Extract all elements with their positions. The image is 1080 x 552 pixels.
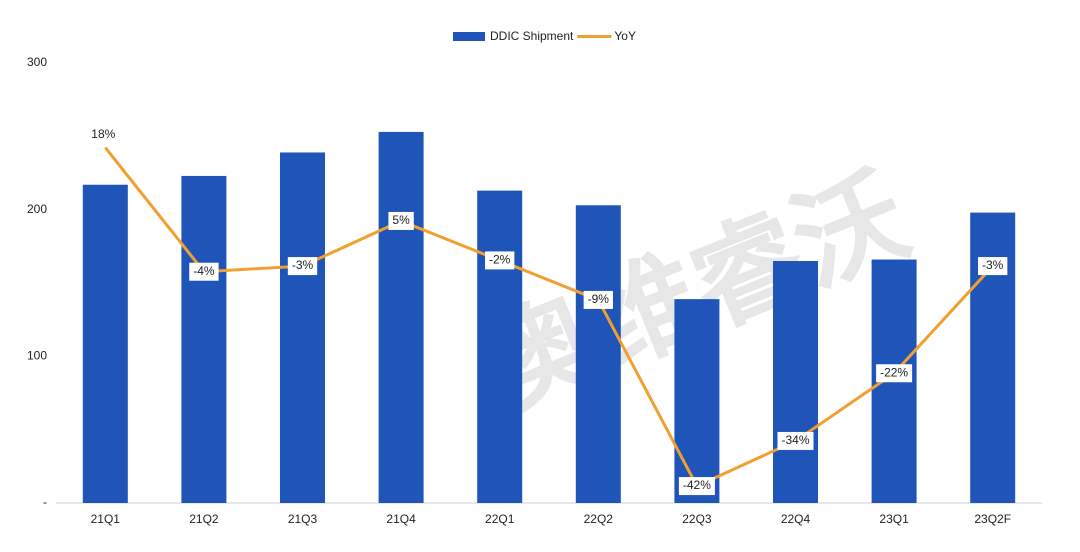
legend-swatch xyxy=(453,32,485,41)
bar xyxy=(575,205,621,503)
y-tick-label: 300 xyxy=(27,55,47,69)
y-tick-label: 100 xyxy=(27,349,47,363)
x-tick-label: 22Q3 xyxy=(682,512,712,526)
bar xyxy=(970,212,1016,503)
legend-label: YoY xyxy=(614,29,636,43)
data-label: -42% xyxy=(678,477,715,496)
data-label-text: -22% xyxy=(880,365,908,379)
y-tick-label: 200 xyxy=(27,202,47,216)
x-tick-label: 21Q3 xyxy=(288,512,318,526)
bar xyxy=(82,184,128,503)
data-label-box xyxy=(189,262,219,281)
data-label-box xyxy=(978,257,1008,276)
data-label-box xyxy=(388,211,414,230)
x-tick-label: 21Q4 xyxy=(386,512,416,526)
bar xyxy=(378,131,424,503)
data-label-box xyxy=(485,251,515,270)
data-label-text: 5% xyxy=(392,213,410,227)
data-label-text: -3% xyxy=(292,258,314,272)
data-label-text: -9% xyxy=(588,292,610,306)
line xyxy=(104,146,994,489)
x-tick-label: 22Q2 xyxy=(584,512,614,526)
data-label: -34% xyxy=(777,431,814,450)
data-label: -9% xyxy=(583,290,613,309)
legend-label: DDIC Shipment xyxy=(490,29,574,43)
bar xyxy=(181,175,227,503)
data-label-box xyxy=(287,257,318,276)
data-label: -3% xyxy=(978,257,1008,276)
x-tick-label: 21Q1 xyxy=(91,512,121,526)
data-label: -3% xyxy=(287,257,318,276)
y-tick-label: - xyxy=(43,495,47,509)
data-label-text: -4% xyxy=(193,264,215,278)
bar xyxy=(477,190,523,503)
data-label-box xyxy=(876,364,913,383)
data-label-text: -2% xyxy=(489,253,511,267)
x-tick-label: 23Q1 xyxy=(879,512,909,526)
x-tick-label: 23Q2F xyxy=(974,512,1011,526)
x-tick-label: 21Q2 xyxy=(189,512,219,526)
data-label: -22% xyxy=(876,364,913,383)
data-label: -4% xyxy=(189,262,219,281)
data-label: 5% xyxy=(388,211,414,230)
data-label-box xyxy=(678,477,715,496)
bar xyxy=(280,152,325,503)
bar xyxy=(674,299,720,503)
data-label-text: -3% xyxy=(982,258,1004,272)
bar xyxy=(773,261,818,503)
data-label: 18% xyxy=(91,127,115,141)
x-tick-label: 22Q1 xyxy=(485,512,515,526)
data-label: -2% xyxy=(485,251,515,270)
data-label-box xyxy=(777,431,814,450)
data-label-text: -42% xyxy=(683,478,711,492)
data-label-box xyxy=(583,290,613,309)
x-tick-label: 22Q4 xyxy=(781,512,811,526)
data-label-text: 18% xyxy=(91,127,115,141)
data-label-text: -34% xyxy=(781,433,809,447)
